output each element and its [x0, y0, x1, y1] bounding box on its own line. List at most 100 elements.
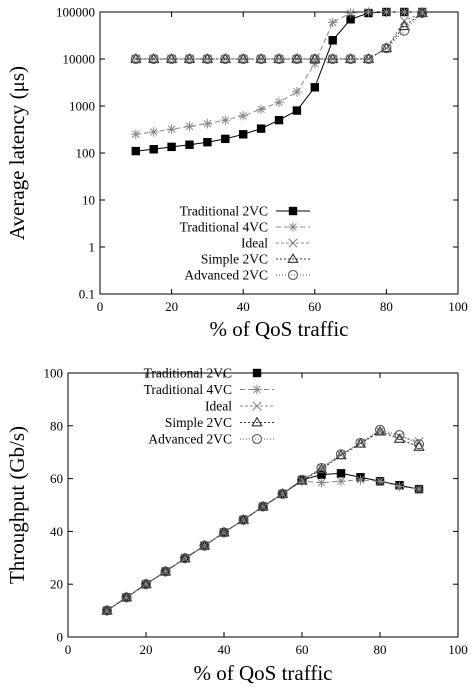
data-point [238, 515, 249, 525]
data-point [130, 53, 142, 63]
data-point [274, 54, 284, 64]
data-point [219, 53, 232, 63]
data-point [393, 433, 406, 443]
data-point [381, 7, 392, 17]
legend-label: Simple 2VC [165, 415, 232, 430]
data-point [148, 127, 159, 137]
data-point [167, 54, 177, 64]
y-tick-label: 80 [50, 418, 63, 433]
data-point [256, 53, 267, 65]
data-point [277, 488, 288, 499]
legend-marker [252, 384, 262, 395]
data-point [185, 140, 194, 149]
data-point [166, 124, 177, 135]
data-point [220, 115, 231, 125]
legend-marker [287, 269, 299, 281]
y-tick-label: 100000 [56, 5, 95, 20]
data-point [149, 145, 158, 154]
data-point [237, 53, 249, 63]
data-point [147, 53, 160, 63]
data-point [316, 462, 327, 474]
data-point [199, 540, 210, 551]
x-tick-label: 80 [380, 299, 393, 314]
data-point [309, 53, 321, 63]
data-point [274, 115, 284, 125]
data-point [120, 591, 133, 602]
data-point [238, 54, 248, 64]
y-tick-label: 0.1 [79, 287, 95, 302]
x-tick-label: 100 [448, 299, 468, 314]
x-axis-title: % of QoS traffic [210, 317, 349, 341]
y-axis-title: Throughput (Gb/s) [5, 426, 29, 584]
data-point [237, 513, 250, 524]
legend-marker [288, 206, 298, 216]
series-line [135, 12, 423, 60]
y-tick-label: 10000 [63, 52, 96, 67]
data-point [238, 53, 249, 65]
data-point [274, 97, 284, 108]
x-tick-label: 0 [65, 642, 72, 657]
data-point [184, 53, 195, 65]
data-point [203, 137, 212, 147]
data-point [291, 53, 303, 63]
data-point [140, 578, 152, 589]
data-point [335, 449, 347, 460]
data-point [380, 42, 393, 53]
data-point [345, 8, 356, 18]
legend-marker [251, 433, 263, 445]
data-point [202, 53, 213, 65]
data-point [160, 566, 171, 577]
data-point [417, 7, 427, 17]
data-point [336, 476, 346, 487]
legend-label: Traditional 4VC [144, 382, 232, 397]
data-point [345, 53, 356, 65]
data-point [399, 25, 410, 36]
series-line [135, 11, 423, 152]
data-point [327, 17, 338, 28]
data-point [159, 565, 172, 576]
data-point [165, 53, 178, 63]
legend-marker [251, 416, 263, 427]
data-point [291, 53, 302, 65]
data-point [160, 566, 171, 577]
series-line [106, 431, 420, 612]
legend-label: Traditional 2VC [144, 366, 232, 381]
y-tick-label: 100 [76, 146, 96, 161]
data-point [183, 53, 196, 63]
legend-marker [252, 401, 262, 411]
y-tick-label: 0 [57, 630, 64, 645]
y-tick-label: 20 [50, 577, 63, 592]
series-traditional-2vc [131, 7, 427, 156]
data-point [398, 20, 411, 31]
data-point [276, 488, 289, 498]
data-point [179, 553, 191, 564]
data-point [256, 104, 266, 115]
y-tick-label: 10 [82, 193, 95, 208]
x-tick-label: 40 [218, 642, 231, 657]
data-point [296, 474, 308, 485]
series-line [106, 430, 420, 612]
series-traditional-4vc [131, 7, 427, 140]
x-tick-label: 80 [374, 642, 387, 657]
data-point [346, 54, 356, 64]
data-point [417, 7, 428, 19]
data-point [202, 54, 212, 64]
legend-label: Ideal [205, 399, 232, 414]
x-tick-label: 60 [308, 299, 321, 314]
data-point [310, 83, 319, 92]
data-point [148, 53, 159, 65]
x-axis-title: % of QoS traffic [194, 661, 333, 685]
legend-marker [288, 222, 298, 232]
data-point [327, 53, 338, 65]
y-axis-title: Average latency (μs) [5, 66, 29, 240]
series-line [106, 429, 420, 612]
series-traditional-2vc [102, 469, 424, 615]
data-point [130, 53, 141, 65]
data-point [218, 527, 230, 538]
data-point [238, 110, 248, 121]
data-point [344, 53, 357, 63]
y-tick-label: 40 [50, 524, 63, 539]
data-point [394, 429, 405, 441]
data-point [336, 469, 346, 478]
